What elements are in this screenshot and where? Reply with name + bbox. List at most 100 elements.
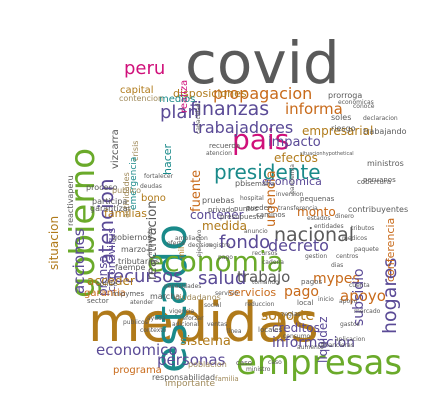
- word-cobertura: cobertura: [357, 178, 392, 186]
- word-nacional: nacional: [274, 224, 354, 246]
- word-recuerda: recuerda: [209, 142, 241, 150]
- word-gobiernos: gobiernos: [112, 233, 152, 242]
- word-ayuda: ayuda: [147, 315, 166, 322]
- word-decision: decision: [188, 242, 213, 249]
- word-plan: plan: [160, 102, 199, 123]
- word-publico: publico: [112, 186, 141, 195]
- word-recursos: recursos: [106, 266, 183, 287]
- word-capacidad: capacidad: [195, 103, 202, 134]
- word-local: local: [297, 299, 314, 307]
- word-fuente: fuente: [189, 170, 204, 213]
- word-aumento: aumento: [297, 344, 324, 351]
- word-conferencia: conferencia: [384, 218, 397, 283]
- word-apoyo: apoyo: [340, 287, 386, 305]
- word-declaracion: declaracion: [363, 115, 398, 122]
- word-soles: soles: [331, 113, 352, 122]
- word-servicio: servicio: [215, 290, 239, 297]
- word-ventas: ventas: [207, 321, 228, 328]
- word-economica: economica: [262, 175, 322, 188]
- word-fortalecer: fortalecer: [144, 173, 174, 180]
- word-sector: sector: [87, 297, 109, 305]
- word-ministros: ministros: [367, 159, 404, 168]
- word-hacer: hacer: [161, 144, 174, 176]
- word-economia: economia: [147, 245, 284, 278]
- word-informa: informa: [285, 100, 343, 118]
- word-covid: covid: [185, 29, 340, 97]
- word-presupuesto: presupuesto: [220, 213, 264, 221]
- word-inversion: inversion: [276, 191, 304, 198]
- word-familia: familia: [215, 375, 239, 383]
- word-reduccion: reduccion: [245, 301, 275, 308]
- word-cofide: cofide: [96, 280, 118, 288]
- word-linea: linea: [227, 328, 242, 335]
- word-pruebas: pruebas: [202, 196, 235, 205]
- word-dias: dias: [331, 262, 344, 269]
- word-estados: estados: [307, 215, 331, 222]
- word-participa: participa: [92, 197, 128, 206]
- word-ampliacion: ampliacion: [175, 235, 208, 242]
- word-garantia: garantia: [84, 288, 126, 299]
- word-aplicacion: aplicacion: [335, 336, 366, 343]
- word-ministro: ministro: [246, 366, 271, 373]
- word-entidades: entidades: [314, 223, 344, 230]
- word-peru: peru: [124, 58, 166, 79]
- word-garantizar: garantizar: [90, 204, 131, 213]
- word-pago: pago: [284, 284, 319, 300]
- word-tributos: tributos: [351, 225, 375, 232]
- word-tomando: tomando: [252, 279, 279, 286]
- word-vizcarra: vizcarra: [110, 129, 121, 169]
- word-personas: personas: [157, 351, 226, 369]
- word-marcha: marcha: [150, 292, 181, 301]
- word-caminos: caminos: [256, 211, 286, 219]
- word-reglas: reglas: [282, 311, 301, 318]
- word-ciudadanos: ciudadanos: [175, 293, 221, 302]
- word-fondo: fondo: [219, 232, 271, 253]
- word-prorroga: prorroga: [328, 91, 363, 100]
- word-impacto: impacto: [268, 135, 321, 150]
- word-informacion: informacion: [272, 335, 356, 351]
- word-locales: locales: [258, 326, 283, 334]
- word-privado: privado: [208, 206, 235, 214]
- word-anuncio: anuncio: [244, 228, 268, 235]
- word-liquidez: liquidez: [316, 316, 330, 363]
- word-acceder: acceder: [87, 274, 135, 288]
- word-caso: caso: [236, 359, 253, 367]
- word-creditos: creditos: [272, 321, 320, 335]
- word-pueden: pueden: [246, 204, 273, 212]
- word-atender: atender: [130, 299, 154, 306]
- word-oferta: oferta: [167, 240, 185, 247]
- word-tributarias: tributarias: [118, 257, 160, 266]
- word-reforzar: reforzar: [180, 315, 204, 322]
- word-economicas: economicas: [338, 99, 374, 106]
- word-capital: capital: [120, 85, 154, 96]
- word-importante: importante: [165, 379, 216, 389]
- word-soporte: soporte: [261, 308, 315, 324]
- word-medicos: medicos: [342, 235, 368, 242]
- word-consumo: consumo: [283, 333, 311, 340]
- word-empresarial: empresarial: [302, 124, 374, 138]
- word-contexto: contexto: [140, 327, 167, 334]
- word-contribuyentes: contribuyentes: [348, 205, 409, 214]
- word-social: social: [204, 302, 222, 309]
- word-decreto: decreto: [268, 236, 329, 255]
- word-caso: caso: [268, 359, 282, 366]
- word-cuenta: cuenta: [349, 282, 370, 289]
- word-paquete: paquete: [354, 246, 379, 253]
- word-sistema: sistema: [180, 334, 231, 349]
- word-cadena: cadena: [262, 259, 284, 266]
- word-mil: mil: [177, 247, 186, 260]
- word-trabajando: trabajando: [363, 127, 407, 136]
- word-emergencia: emergencia: [129, 157, 139, 211]
- word-poblacion: poblacion: [188, 360, 227, 369]
- word-dinero: dinero: [335, 213, 354, 220]
- word-mypes: mypes: [313, 271, 360, 287]
- word-pago: pago: [218, 254, 233, 261]
- word-programa: programa: [113, 365, 162, 376]
- word-marzo: marzo: [121, 245, 147, 254]
- word-publicos: publicos: [123, 319, 148, 326]
- word-medidas: medidas: [88, 291, 319, 354]
- word-semana: semana: [247, 180, 275, 188]
- word-presidente: presidente: [214, 160, 321, 184]
- word-acciones: acciones: [70, 228, 88, 294]
- word-conoce: conoce: [353, 103, 375, 110]
